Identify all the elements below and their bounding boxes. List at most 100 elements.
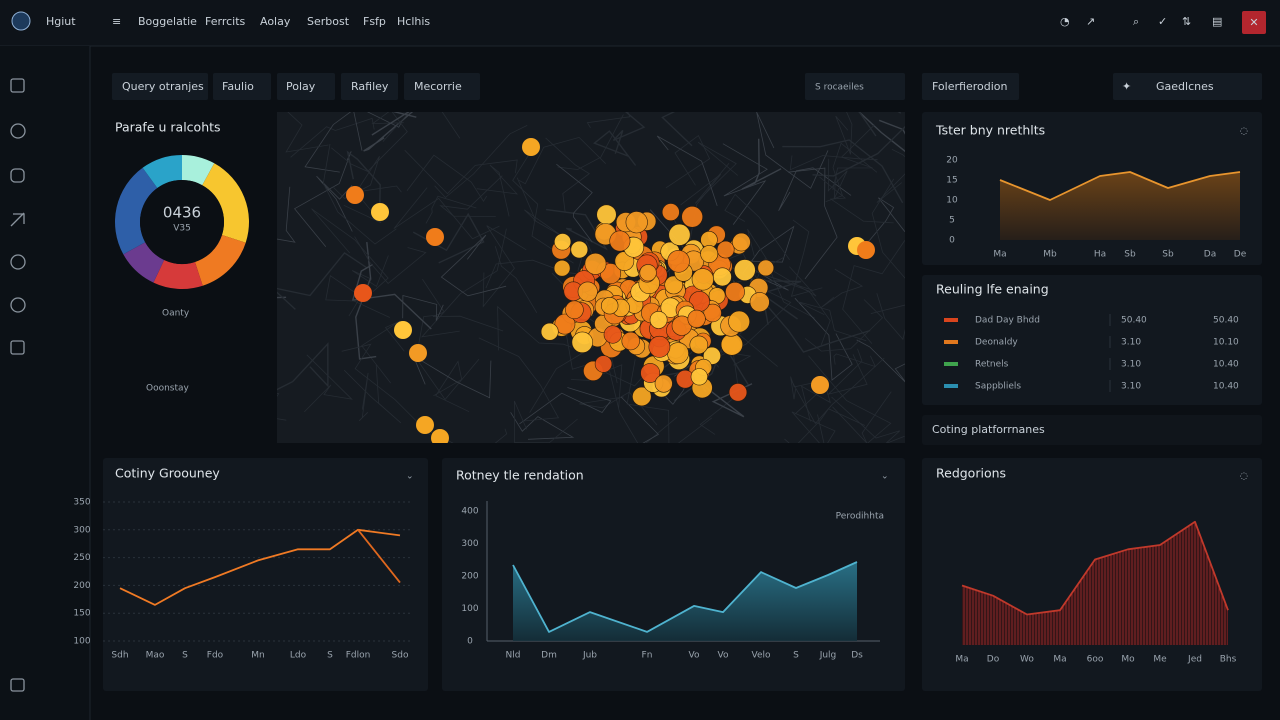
street xyxy=(346,150,381,218)
nav-item[interactable]: Ferrcits xyxy=(205,15,246,28)
map-marker xyxy=(733,259,756,282)
menu-icon[interactable]: ≡ xyxy=(112,15,121,28)
y-tick-label: 300 xyxy=(73,525,90,535)
donut-segment xyxy=(182,155,215,186)
panel-menu[interactable]: ◌ xyxy=(1240,472,1248,482)
view-button[interactable] xyxy=(922,73,1019,100)
side-icon[interactable] xyxy=(10,78,25,93)
panel-menu[interactable]: ⌄ xyxy=(881,472,889,482)
street xyxy=(788,167,838,280)
settings-button[interactable] xyxy=(1113,73,1262,100)
street xyxy=(351,263,432,330)
map-marker xyxy=(700,245,719,263)
map-marker xyxy=(596,204,617,225)
panel-menu[interactable]: ⌄ xyxy=(406,472,414,482)
icon-button[interactable]: ◔ xyxy=(1060,15,1070,28)
nav-item[interactable]: Fsfp xyxy=(363,15,386,28)
search-box[interactable] xyxy=(805,73,905,100)
map-marker xyxy=(346,186,364,204)
icon-button[interactable]: ✓ xyxy=(1158,15,1167,28)
donut-segment xyxy=(115,167,158,255)
street xyxy=(277,186,296,243)
side-icon[interactable] xyxy=(10,340,25,355)
y-tick-label: 200 xyxy=(73,581,90,591)
street xyxy=(724,193,790,261)
map-marker xyxy=(668,223,691,246)
street xyxy=(371,112,417,136)
street xyxy=(778,167,852,212)
street xyxy=(425,195,477,224)
street xyxy=(789,155,878,171)
filter-button[interactable] xyxy=(404,73,480,100)
icon-button[interactable]: ⇅ xyxy=(1182,15,1191,28)
table-cell: 3.10 xyxy=(1121,382,1141,392)
x-tick-label: 6oo xyxy=(1087,655,1104,665)
table-cell: Sappbliels xyxy=(975,382,1021,392)
x-tick-label: De xyxy=(1234,250,1247,260)
x-tick-label: Bhs xyxy=(1220,655,1237,665)
filter-button[interactable] xyxy=(277,73,335,100)
y-tick-label: 0 xyxy=(949,236,955,246)
x-tick-label: Mn xyxy=(251,651,264,661)
icon-button[interactable]: ⌕ xyxy=(1133,15,1139,28)
nav-item[interactable]: Hclhis xyxy=(397,15,430,28)
map-marker xyxy=(540,322,559,341)
x-tick-label: S xyxy=(793,651,799,661)
filter-label: Rafiley xyxy=(351,80,389,93)
x-tick-label: S xyxy=(182,651,188,661)
side-icon[interactable] xyxy=(10,254,26,270)
side-icon[interactable] xyxy=(10,212,25,227)
donut-label: Ooonstay xyxy=(146,384,190,394)
filter-button[interactable] xyxy=(213,73,271,100)
street xyxy=(661,112,693,147)
nav-item[interactable]: Boggelatie xyxy=(138,15,197,28)
x-tick-label: Vo xyxy=(689,651,700,661)
map-marker xyxy=(603,325,622,344)
street xyxy=(325,275,390,318)
donut-segment xyxy=(153,260,203,289)
x-tick-label: Vo xyxy=(718,651,729,661)
y-tick-label: 5 xyxy=(949,216,955,226)
street xyxy=(820,268,864,309)
x-tick-label: Do xyxy=(987,655,1000,665)
donut-segment xyxy=(142,155,182,189)
street xyxy=(516,177,563,237)
icon-button[interactable]: ↗ xyxy=(1086,15,1095,28)
street xyxy=(494,246,538,314)
street xyxy=(354,236,427,284)
filter-button[interactable] xyxy=(112,73,208,100)
settings-label: Gaedlcnes xyxy=(1156,80,1214,93)
street xyxy=(434,125,528,199)
donut-hole xyxy=(140,180,224,264)
map-marker xyxy=(416,416,434,434)
side-icon[interactable] xyxy=(10,168,25,183)
x-tick-label: Ma xyxy=(1053,655,1066,665)
nav-item[interactable]: Aolay xyxy=(260,15,291,28)
street xyxy=(510,412,575,440)
table-cell: Deonaldy xyxy=(975,338,1018,348)
street xyxy=(870,293,905,341)
street xyxy=(412,354,492,399)
filter-button[interactable] xyxy=(341,73,398,100)
street xyxy=(402,294,444,321)
x-tick-label: Sb xyxy=(1162,250,1174,260)
x-tick-label: Mb xyxy=(1043,250,1057,260)
x-tick-label: Dm xyxy=(541,651,557,661)
map-marker xyxy=(609,230,631,252)
street xyxy=(439,175,503,217)
icon-button[interactable]: ▤ xyxy=(1212,15,1222,28)
panel-menu[interactable]: ◌ xyxy=(1240,127,1248,137)
x-tick-label: Ma xyxy=(993,250,1006,260)
x-tick-label: Fdo xyxy=(207,651,224,661)
side-icon[interactable] xyxy=(10,297,26,313)
street xyxy=(812,125,905,177)
street xyxy=(831,396,901,443)
side-icon[interactable] xyxy=(10,123,26,139)
map-marker xyxy=(725,281,745,302)
map-marker xyxy=(577,281,598,302)
close-button[interactable] xyxy=(1242,11,1266,34)
street xyxy=(620,396,660,443)
side-icon[interactable] xyxy=(10,678,25,692)
chart-title: Redgorions xyxy=(936,466,1006,481)
nav-item[interactable]: Serbost xyxy=(307,15,350,28)
